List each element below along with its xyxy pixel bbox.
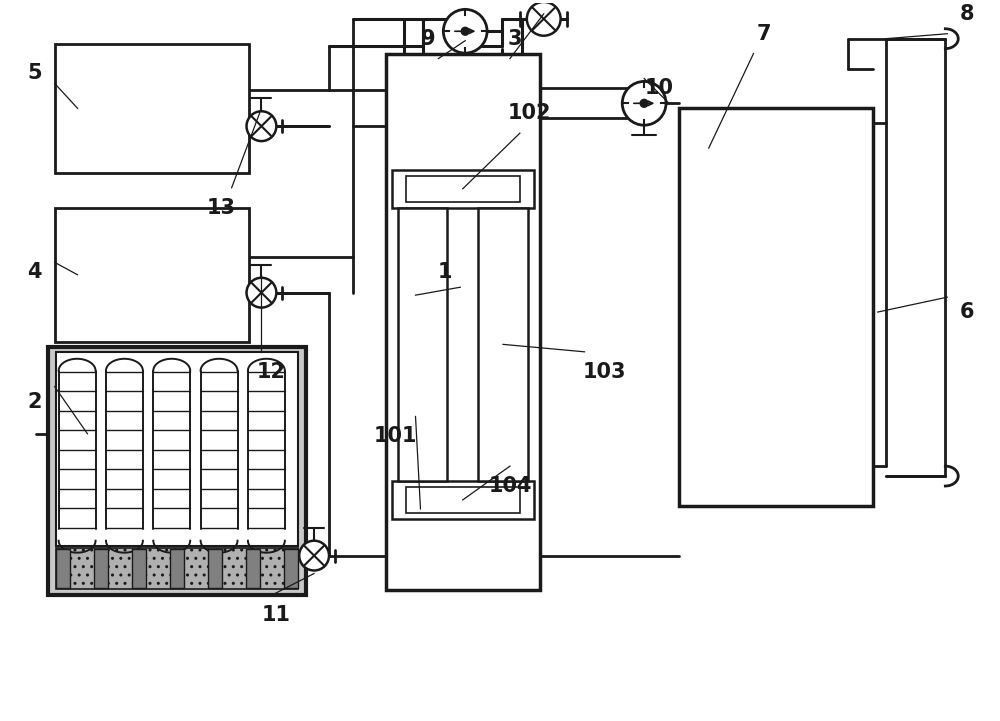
Bar [208,549,222,588]
Text: 102: 102 [508,103,552,123]
Bar [406,176,520,202]
Text: 4: 4 [28,262,42,283]
Bar [48,347,306,596]
Bar [56,549,70,588]
Text: 13: 13 [207,198,236,218]
Circle shape [622,81,666,125]
Bar [55,44,249,173]
Bar [386,53,540,590]
Circle shape [247,278,276,308]
Bar [679,108,873,506]
Bar [398,208,447,481]
Text: 103: 103 [583,362,626,381]
Bar [406,487,520,513]
Circle shape [640,99,648,107]
Bar [246,549,260,588]
Text: 8: 8 [960,4,974,24]
Text: 2: 2 [28,392,42,412]
Bar [55,208,249,342]
Bar [132,549,146,588]
Circle shape [299,541,329,570]
Bar [56,352,298,546]
Circle shape [443,9,487,53]
Text: 104: 104 [488,476,532,496]
Text: 3: 3 [508,29,522,49]
Bar [478,208,528,481]
Text: 1: 1 [438,262,453,283]
Text: 7: 7 [756,24,771,44]
Circle shape [527,2,561,36]
Text: 5: 5 [27,63,42,84]
Bar [284,549,298,588]
Text: 9: 9 [421,29,436,49]
Text: 10: 10 [645,79,674,98]
Text: 101: 101 [374,426,417,446]
Bar [170,549,184,588]
Text: 6: 6 [960,302,974,322]
Circle shape [247,111,276,141]
Text: 12: 12 [257,362,286,381]
Bar [94,549,108,588]
Bar [392,481,534,519]
Circle shape [461,27,469,35]
Text: 11: 11 [262,605,291,625]
Bar [392,170,534,208]
Bar [56,548,298,589]
